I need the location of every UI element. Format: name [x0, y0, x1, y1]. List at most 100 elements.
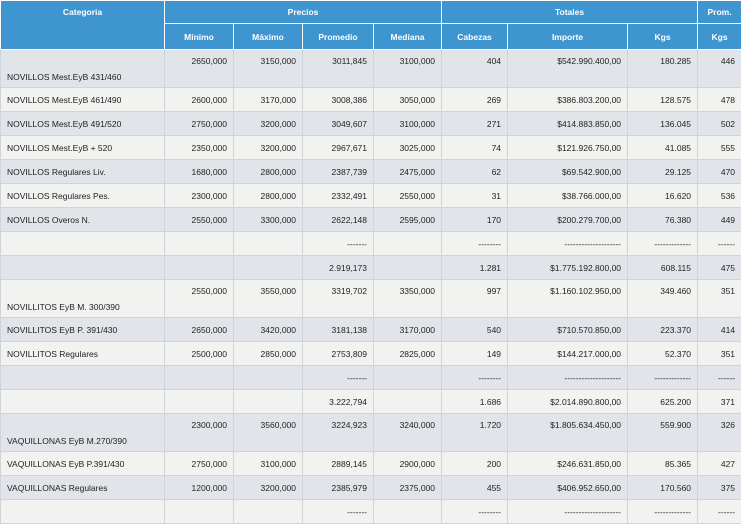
table-row[interactable]: NOVILLOS Mest.EyB 491/520 2750,000 3200,00…	[0, 111, 741, 136]
header-prom-kgs[interactable]: Kgs	[697, 23, 741, 50]
cell-cabezas: 1.686	[441, 389, 509, 414]
cell-categoria: NOVILLOS Mest.EyB 491/520	[0, 111, 165, 136]
cell-kgs: -------------	[627, 365, 699, 390]
table-row[interactable]: VAQUILLONAS Regulares 1200,000 3200,000 238…	[0, 475, 741, 500]
cell-cabezas: 170	[441, 207, 509, 232]
table-row[interactable]: NOVILLITOS EyB M. 300/390 2550,000 3550,00…	[0, 279, 741, 318]
cell-minimo: 2750,000	[164, 111, 234, 136]
table-row[interactable]: ------- -------- -------------------- -----…	[0, 499, 741, 524]
cell-importe: --------------------	[507, 365, 629, 390]
cell-maximo: 3300,000	[233, 207, 303, 232]
header-categoria[interactable]: Categoria	[0, 0, 165, 50]
cell-promedio: 3.222,794	[302, 389, 374, 414]
cell-categoria	[0, 231, 165, 256]
table-row[interactable]: 3.222,794 1.686 $2.014.890.800,00 625.200 37…	[0, 389, 741, 414]
cell-mediana	[372, 389, 443, 414]
cell-cabezas: 271	[441, 111, 509, 136]
table-row[interactable]: VAQUILLONAS EyB M.270/390 2300,000 3560,00…	[0, 413, 741, 452]
cell-cabezas: 74	[441, 135, 509, 160]
cell-categoria: NOVILLOS Overos N.	[0, 207, 165, 232]
cell-importe: $69.542.900,00	[507, 159, 629, 184]
table-row[interactable]: 2.919,173 1.281 $1.775.192.800,00 608.115 47…	[0, 255, 741, 280]
cell-importe: $710.570.850,00	[507, 317, 629, 342]
cell-importe: $386.803.200,00	[507, 87, 629, 112]
cell-kgs: 52.370	[627, 341, 699, 366]
cell-minimo	[164, 365, 234, 390]
cell-cabezas: 1.720	[441, 413, 509, 452]
cell-mediana: 3240,000	[372, 413, 443, 452]
header-mediana[interactable]: Mediana	[372, 23, 443, 50]
header-promedio[interactable]: Promedio	[302, 23, 374, 50]
cell-categoria: NOVILLOS Regulares Pes.	[0, 183, 165, 208]
table-row[interactable]: NOVILLITOS Regulares 2500,000 2850,000 2753…	[0, 341, 741, 366]
cell-minimo: 2550,000	[164, 207, 234, 232]
cell-cabezas: 997	[441, 279, 509, 318]
cell-promedio: 2385,979	[302, 475, 374, 500]
cell-prom-kgs: 475	[697, 255, 741, 280]
table-row[interactable]: NOVILLOS Mest.EyB 461/490 2600,000 3170,00…	[0, 87, 741, 112]
cell-minimo: 1680,000	[164, 159, 234, 184]
cell-mediana: 3170,000	[372, 317, 443, 342]
cell-categoria	[0, 499, 165, 524]
cell-minimo: 1200,000	[164, 475, 234, 500]
cell-maximo: 3550,000	[233, 279, 303, 318]
cell-minimo: 2500,000	[164, 341, 234, 366]
cell-kgs: 29.125	[627, 159, 699, 184]
cell-cabezas: 455	[441, 475, 509, 500]
cell-maximo: 2800,000	[233, 183, 303, 208]
cell-categoria: NOVILLITOS EyB P. 391/430	[0, 317, 165, 342]
cell-prom-kgs: 449	[697, 207, 741, 232]
cell-maximo: 3200,000	[233, 135, 303, 160]
header-kgs[interactable]: Kgs	[627, 23, 699, 50]
table-row[interactable]: ------- -------- -------------------- -----…	[0, 231, 741, 256]
cell-promedio: 3008,386	[302, 87, 374, 112]
table-row[interactable]: NOVILLOS Overos N. 2550,000 3300,000 2622,1…	[0, 207, 741, 232]
cell-maximo	[233, 365, 303, 390]
cell-kgs: 625.200	[627, 389, 699, 414]
cell-importe: $246.631.850,00	[507, 451, 629, 476]
cell-cabezas: 404	[441, 49, 509, 88]
cell-kgs: 223.370	[627, 317, 699, 342]
cell-prom-kgs: 414	[697, 317, 741, 342]
table-row[interactable]: NOVILLOS Regulares Pes. 2300,000 2800,000 2…	[0, 183, 741, 208]
table-row[interactable]: NOVILLOS Mest.EyB 431/460 2650,000 3150,00…	[0, 49, 741, 88]
header-minimo[interactable]: Mínimo	[164, 23, 234, 50]
cell-minimo: 2600,000	[164, 87, 234, 112]
table-row[interactable]: NOVILLOS Regulares Liv. 1680,000 2800,000 2…	[0, 159, 741, 184]
cell-cabezas: 1.281	[441, 255, 509, 280]
cell-mediana	[372, 231, 443, 256]
cell-kgs: 180.285	[627, 49, 699, 88]
table-header: Categoria Precios Totales Prom. Mínimo M…	[0, 0, 741, 50]
cell-importe: --------------------	[507, 231, 629, 256]
header-totales[interactable]: Totales	[441, 0, 699, 24]
cell-mediana: 2475,000	[372, 159, 443, 184]
cell-mediana: 3100,000	[372, 49, 443, 88]
cell-prom-kgs: 375	[697, 475, 741, 500]
cell-categoria: NOVILLOS Mest.EyB 461/490	[0, 87, 165, 112]
cell-categoria	[0, 389, 165, 414]
cell-minimo	[164, 499, 234, 524]
cell-categoria: VAQUILLONAS Regulares	[0, 475, 165, 500]
cell-maximo	[233, 255, 303, 280]
cell-categoria	[0, 255, 165, 280]
table-row[interactable]: VAQUILLONAS EyB P.391/430 2750,000 3100,00…	[0, 451, 741, 476]
header-prom[interactable]: Prom.	[697, 0, 741, 24]
header-importe[interactable]: Importe	[507, 23, 629, 50]
header-maximo[interactable]: Máximo	[233, 23, 303, 50]
header-cabezas[interactable]: Cabezas	[441, 23, 509, 50]
table-row[interactable]: ------- -------- -------------------- -----…	[0, 365, 741, 390]
cell-minimo	[164, 389, 234, 414]
cell-mediana: 2825,000	[372, 341, 443, 366]
table-row[interactable]: NOVILLOS Mest.EyB + 520 2350,000 3200,000 2…	[0, 135, 741, 160]
cell-promedio: 2.919,173	[302, 255, 374, 280]
cell-promedio: 2967,671	[302, 135, 374, 160]
table-row[interactable]: NOVILLITOS EyB P. 391/430 2650,000 3420,00…	[0, 317, 741, 342]
cell-kgs: 85.365	[627, 451, 699, 476]
cell-minimo: 2300,000	[164, 413, 234, 452]
cell-cabezas: 31	[441, 183, 509, 208]
cell-prom-kgs: 555	[697, 135, 741, 160]
cell-cabezas: 149	[441, 341, 509, 366]
cell-categoria: NOVILLOS Regulares Liv.	[0, 159, 165, 184]
header-precios[interactable]: Precios	[163, 0, 443, 24]
cell-cabezas: --------	[441, 365, 509, 390]
